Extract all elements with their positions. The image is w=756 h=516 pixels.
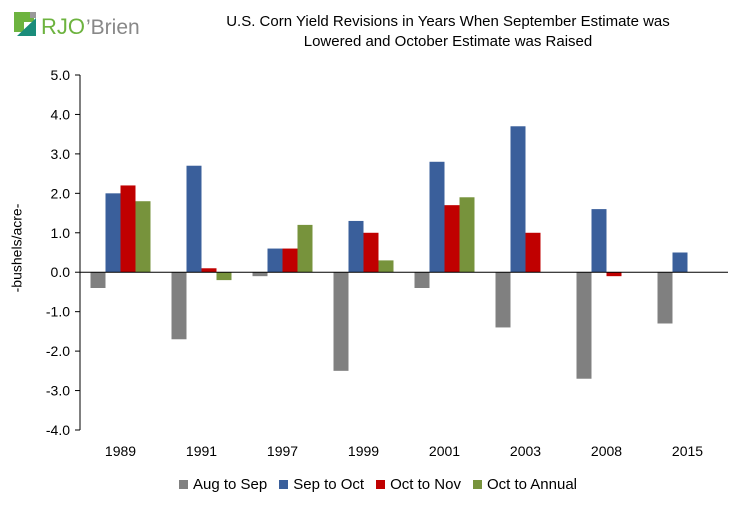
- x-tick-label: 1989: [105, 443, 136, 459]
- legend-swatch: [178, 480, 188, 489]
- title-line-2: Lowered and October Estimate was Raised: [303, 33, 593, 50]
- bar-oct-to-annual-1999: [378, 260, 394, 273]
- bar-sep-to-oct-1989: [105, 193, 121, 273]
- bar-oct-to-nov-2001: [444, 205, 460, 273]
- bar-oct-to-nov-1997: [282, 248, 298, 273]
- legend-swatch: [472, 480, 482, 489]
- bar-aug-to-sep-2015: [657, 272, 673, 324]
- y-tick-label: 4.0: [51, 106, 71, 122]
- x-tick-label: 2008: [591, 443, 622, 459]
- chart-title: U.S. Corn Yield Revisions in Years When …: [140, 12, 756, 52]
- y-tick-label: -3.0: [46, 383, 70, 399]
- legend-item: Oct to Nov: [376, 476, 461, 493]
- y-tick-label: 3.0: [51, 146, 71, 162]
- x-tick-label: 2001: [429, 443, 460, 459]
- y-tick-label: 1.0: [51, 225, 71, 241]
- bar-aug-to-sep-2008: [576, 272, 592, 379]
- bar-oct-to-annual-1989: [135, 201, 151, 273]
- bar-aug-to-sep-2003: [495, 272, 511, 328]
- y-tick-label: 2.0: [51, 185, 71, 201]
- y-tick-label: 5.0: [51, 67, 71, 83]
- bar-oct-to-annual-1997: [297, 224, 313, 273]
- y-tick-label: -2.0: [46, 343, 70, 359]
- bar-aug-to-sep-1989: [90, 272, 106, 288]
- legend-item: Aug to Sep: [178, 476, 268, 493]
- bar-sep-to-oct-1999: [348, 220, 364, 273]
- x-tick-label: 1991: [186, 443, 217, 459]
- x-tick-label: 2003: [510, 443, 541, 459]
- bar-sep-to-oct-2015: [672, 252, 688, 273]
- x-tick-label: 1999: [348, 443, 379, 459]
- title-line-1: U.S. Corn Yield Revisions in Years When …: [226, 13, 670, 30]
- bar-oct-to-nov-2008: [606, 272, 622, 277]
- x-tick-label: 2015: [672, 443, 703, 459]
- plot-area: 5.0 4.0 3.0 2.0 1.0 0.0 -1.0 -2.0 -3.0 -4.0 1989 19…: [46, 67, 728, 459]
- rjobrien-logo: RJO ’Brien: [14, 12, 144, 47]
- bar-sep-to-oct-1991: [186, 165, 202, 273]
- legend-swatch: [279, 480, 289, 489]
- svg-text:RJO: RJO: [41, 14, 85, 39]
- svg-text:’Brien: ’Brien: [86, 16, 140, 39]
- bar-oct-to-nov-1989: [120, 185, 136, 273]
- legend-label: Oct to Annual: [486, 476, 578, 493]
- legend-label: Oct to Nov: [390, 476, 461, 493]
- bar-sep-to-oct-1997: [267, 248, 283, 273]
- bar-aug-to-sep-1991: [171, 272, 187, 340]
- bar-oct-to-annual-1991: [216, 272, 232, 281]
- bar-oct-to-nov-1991: [201, 268, 217, 273]
- bar-aug-to-sep-2001: [414, 272, 430, 288]
- y-tick-label: 0.0: [51, 264, 71, 280]
- legend-label: Sep to Oct: [293, 476, 365, 493]
- legend: Aug to Sep Sep to Oct Oct to Nov Oct to Ann…: [0, 476, 756, 493]
- legend-swatch: [376, 480, 386, 489]
- bar-oct-to-nov-1999: [363, 232, 379, 273]
- y-tick-label: -1.0: [46, 304, 70, 320]
- bar-sep-to-oct-2001: [429, 161, 445, 273]
- legend-item: Sep to Oct: [279, 476, 364, 493]
- bar-aug-to-sep-1997: [252, 272, 268, 277]
- y-tick-label: -4.0: [46, 422, 70, 438]
- bar-oct-to-annual-2001: [459, 197, 475, 273]
- legend-item: Oct to Annual: [472, 476, 578, 493]
- x-tick-label: 1997: [267, 443, 298, 459]
- legend-label: Aug to Sep: [192, 476, 268, 493]
- bar-oct-to-nov-2003: [525, 232, 541, 273]
- bar-aug-to-sep-1999: [333, 272, 349, 371]
- bar-sep-to-oct-2003: [510, 126, 526, 273]
- bar-sep-to-oct-2008: [591, 209, 607, 273]
